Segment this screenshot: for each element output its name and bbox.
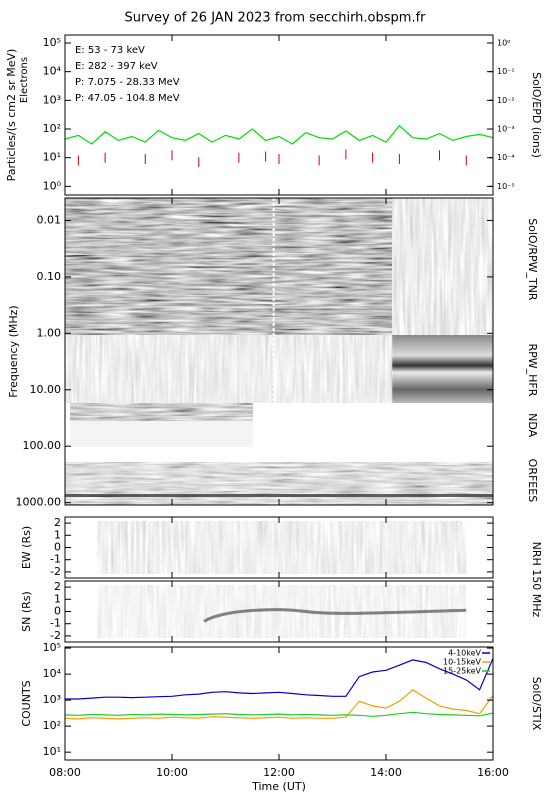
data-line: [64, 124, 494, 145]
legend-entry: 10-15keV: [443, 658, 482, 667]
y2-axis-label: SolO/STIX: [530, 677, 543, 731]
y2-tick-label: 10⁻³: [497, 125, 515, 134]
y-tick-label: 0.01: [37, 213, 62, 226]
y2-tick-label: 10⁻⁴: [497, 153, 515, 162]
y-tick-label: 2: [54, 580, 61, 593]
y2-tick-label: 10⁻¹: [497, 67, 515, 76]
y-tick-label: 10⁰: [43, 179, 62, 192]
tnr-image: [65, 198, 393, 335]
y-tick-label: 1000.00: [16, 496, 62, 509]
y-axis-label: Electrons: [19, 57, 30, 103]
tnr-image: [392, 198, 493, 335]
y-axis-label: COUNTS: [20, 680, 33, 726]
y2-tick-label: 10⁰: [497, 38, 510, 47]
y2-axis-label: NRH 150 MHz: [530, 542, 543, 618]
nrh-image: [97, 521, 467, 574]
y-tick-label: 0.10: [37, 270, 62, 283]
y-tick-label: 1: [54, 592, 61, 605]
y-tick-label: 10¹: [43, 745, 61, 758]
x-tick-label: 14:00: [370, 766, 402, 779]
y-tick-label: 10²: [43, 122, 61, 135]
y-axis-label: Frequency (MHz): [7, 305, 20, 397]
legend-entry: P: 7.075 - 28.33 MeV: [75, 77, 180, 88]
data-line: [64, 689, 494, 720]
data-line: [64, 711, 494, 717]
x-tick-label: 16:00: [477, 766, 509, 779]
x-tick-label: 08:00: [49, 766, 81, 779]
chart-title: Survey of 26 JAN 2023 from secchirh.obsp…: [125, 11, 427, 26]
y2-tick-label: 10⁻⁵: [497, 182, 515, 191]
data-line: [65, 658, 494, 700]
y-axis-label: SN (Rs): [20, 591, 33, 632]
y-tick-label: 1.00: [37, 326, 62, 339]
nda-image: [70, 403, 253, 421]
y-tick-label: 10¹: [43, 151, 61, 164]
hfr-image: [392, 335, 493, 403]
legend-entry: 4-10keV: [448, 649, 481, 658]
y-tick-label: 10⁴: [43, 667, 62, 680]
y-tick-label: 10⁵: [43, 641, 61, 654]
hfr-image: [65, 335, 393, 403]
y-tick-label: 1: [54, 528, 61, 541]
y-tick-label: 100.00: [23, 439, 62, 452]
legend-entry: E: 53 - 73 keV: [75, 45, 145, 56]
y-tick-label: 10³: [43, 693, 61, 706]
y-tick-label: 10³: [43, 93, 61, 106]
y-tick-label: 0: [54, 605, 61, 618]
instrument-label: SolO/RPW_TNR: [526, 218, 539, 301]
legend-entry: 15-25keV: [443, 667, 482, 676]
y-tick-label: -2: [50, 629, 61, 642]
y-tick-label: 10²: [43, 719, 61, 732]
y-axis-label: Particles/(s cm2 sr MeV): [5, 49, 18, 182]
y-tick-label: -1: [50, 553, 61, 566]
instrument-label: RPW_HFR: [526, 343, 539, 396]
y-tick-label: 10⁵: [43, 36, 61, 49]
y-tick-label: 10⁴: [43, 65, 62, 78]
legend-entry: P: 47.05 - 104.8 MeV: [75, 93, 180, 104]
y-tick-label: -1: [50, 617, 61, 630]
instrument-label: NDA: [526, 413, 539, 438]
y-tick-label: 2: [54, 516, 61, 529]
y2-tick-label: 10⁻²: [497, 96, 515, 105]
y2-axis-label: SolO/EPD (ions): [530, 72, 543, 158]
panel-frame: [64, 34, 494, 196]
y-tick-label: 0: [54, 541, 61, 554]
nrh-trace: [203, 608, 467, 623]
x-axis-label: Time (UT): [251, 780, 306, 793]
instrument-label: ORFEES: [526, 459, 539, 503]
y-tick-label: 10.00: [30, 383, 62, 396]
orfees-image: [65, 462, 493, 505]
x-tick-label: 10:00: [156, 766, 188, 779]
orfees-band: [65, 494, 493, 497]
x-tick-label: 12:00: [263, 766, 295, 779]
y-axis-label: EW (Rs): [20, 526, 33, 569]
y-tick-label: -2: [50, 565, 61, 578]
legend-entry: E: 282 - 397 keV: [75, 61, 158, 72]
